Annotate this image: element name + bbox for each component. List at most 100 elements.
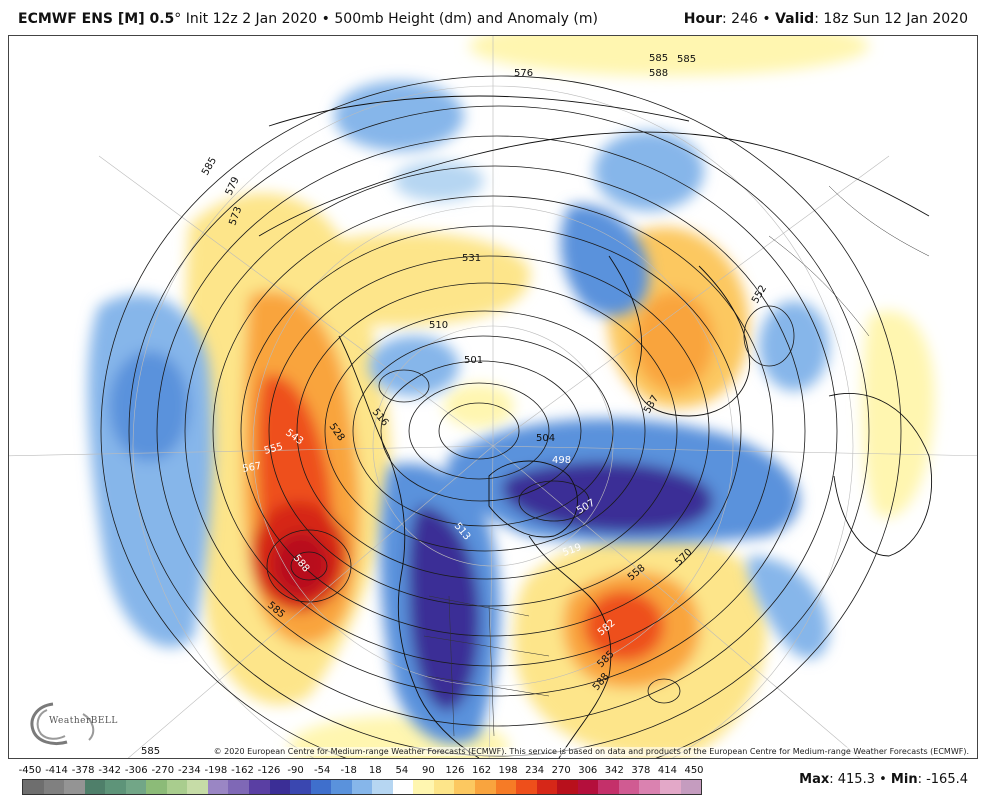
colorbar-tick-label: -162: [231, 765, 254, 776]
negative-anomaly-arctic-center: [394, 161, 484, 201]
colorbar-segment: [433, 780, 455, 794]
positive-anomaly-europe-core: [634, 291, 714, 391]
colorbar-segment: [43, 780, 65, 794]
min-value: : -165.4: [917, 772, 968, 787]
colorbar-segment: [639, 780, 660, 794]
positive-anomaly-siberia: [307, 232, 531, 326]
contour-label: 579: [224, 175, 242, 197]
colorbar-segment: [659, 780, 681, 794]
coastline-africa: [828, 393, 933, 557]
colorbar-segment: [577, 780, 599, 794]
model-name: ECMWF ENS [M] 0.5: [18, 11, 175, 27]
colorbar-segment: [290, 780, 311, 794]
negative-anomaly-arctic-east: [594, 131, 704, 211]
colorbar-segment: [64, 780, 85, 794]
coastline-europe: [608, 255, 751, 417]
negative-anomaly-north-america-core: [408, 506, 480, 711]
positive-anomaly-north-atlantic: [469, 36, 869, 76]
negative-anomaly-shading: [87, 81, 829, 744]
coastline-greenland: [488, 460, 578, 538]
colorbar-tick-label: -270: [151, 765, 175, 776]
borders: [423, 185, 930, 737]
colorbar-tick-label: -126: [257, 765, 281, 776]
colorbar-tick-label: 342: [604, 765, 624, 776]
negative-anomaly-middle-east: [759, 301, 829, 391]
negative-anomaly-west-pacific-core: [109, 351, 189, 461]
colorbar-segment: [187, 780, 208, 794]
colorbar-segment: [495, 780, 517, 794]
hour-label: Hour: [683, 11, 722, 27]
contour-label: 555: [263, 441, 284, 457]
coastline-north-america-west: [338, 335, 480, 758]
negative-anomaly-west-pacific: [87, 294, 214, 648]
hour-value: : 246: [722, 11, 758, 27]
colorbar-segment: [166, 780, 188, 794]
coastlines: [258, 95, 933, 758]
colorbar-tick-label: 18: [368, 765, 382, 776]
colorbar-tick-label: -90: [287, 765, 304, 776]
contour-label: 576: [514, 68, 533, 79]
colorbar-segment: [372, 780, 393, 794]
contour-label: 498: [552, 455, 571, 466]
colorbar-segment: [680, 780, 702, 794]
colorbar-tick-label: 450: [684, 765, 704, 776]
weatherbell-logo: WeatherBELL: [23, 696, 117, 752]
contour-label: 501: [464, 355, 483, 366]
max-min-readout: Max: 415.3 • Min: -165.4: [799, 772, 968, 787]
negative-anomaly-greenland-core: [502, 461, 714, 533]
contour-label: 585: [677, 54, 696, 65]
contour-label: 567: [242, 461, 263, 475]
colorbar-tick-label: -450: [18, 765, 42, 776]
valid-value: : 18z Sun 12 Jan 2020: [814, 11, 968, 27]
colorbar-segment: [249, 780, 270, 794]
colorbar-segment: [536, 780, 558, 794]
negative-anomaly-siberian-low: [369, 336, 459, 396]
colorbar-segment: [228, 780, 250, 794]
colorbar-tick-label: -18: [340, 765, 357, 776]
contour-label: 510: [429, 320, 448, 331]
colorbar-segment: [516, 780, 537, 794]
negative-anomaly-arctic-west: [334, 81, 464, 151]
map-panel: 576 585 585 579 573 588 585 531 510 501 …: [8, 35, 978, 759]
colorbar-tick-label: 126: [445, 765, 465, 776]
colorbar-segment: [618, 780, 640, 794]
coastline-asia: [258, 131, 930, 237]
height-contours: [100, 75, 902, 758]
positive-anomaly-atlantic-peak: [584, 591, 664, 661]
colorbar-tick-label: -54: [313, 765, 331, 776]
colorbar-tick-label: 414: [657, 765, 677, 776]
colorbar-segment: [413, 780, 434, 794]
colorbar-segment: [598, 780, 619, 794]
colorbar-segment: [475, 780, 496, 794]
valid-label: Valid: [775, 11, 815, 27]
title-separator: •: [317, 11, 335, 27]
coastline-north-america-east: [528, 535, 612, 758]
colorbar-tick-label: -198: [204, 765, 228, 776]
max-label: Max: [799, 772, 830, 787]
header: ECMWF ENS [M] 0.5° Init 12z 2 Jan 2020 •…: [0, 0, 984, 34]
positive-anomaly-arctic: [444, 384, 514, 428]
init-time: Init 12z 2 Jan 2020: [181, 11, 318, 27]
colorbar-segment: [310, 780, 332, 794]
min-label: Min: [890, 772, 918, 787]
colorbar-tick-labels: -450 -414 -378 -342 -306 -270 -234 -198 -162 -126…: [18, 765, 704, 779]
contour-label: 585: [649, 53, 668, 64]
degree-symbol: °: [174, 11, 182, 27]
colorbar-segment: [392, 780, 414, 794]
colorbar-segment: [84, 780, 106, 794]
anomaly-map: 576 585 585 579 573 588 585 531 510 501 …: [9, 36, 977, 758]
colorbar-segment: [269, 780, 291, 794]
negative-anomaly-north-atlantic: [748, 556, 829, 659]
valid-time-info: Hour: 246 • Valid: 18z Sun 12 Jan 2020: [684, 11, 968, 27]
copyright-notice: © 2020 European Centre for Medium-range …: [213, 747, 969, 756]
contour-label: 531: [462, 253, 481, 264]
colorbar-tick-label: 162: [471, 765, 492, 776]
contour-label: 585: [141, 746, 160, 757]
max-min-separator: •: [874, 772, 891, 787]
colorbar-tick-label: -378: [71, 765, 95, 776]
colorbar-tick-label: 270: [551, 765, 571, 776]
colorbar-segment: [557, 780, 578, 794]
colorbar-tick-label: -234: [178, 765, 201, 776]
colorbar-tick-label: -306: [124, 765, 148, 776]
colorbar-segment: [146, 780, 167, 794]
